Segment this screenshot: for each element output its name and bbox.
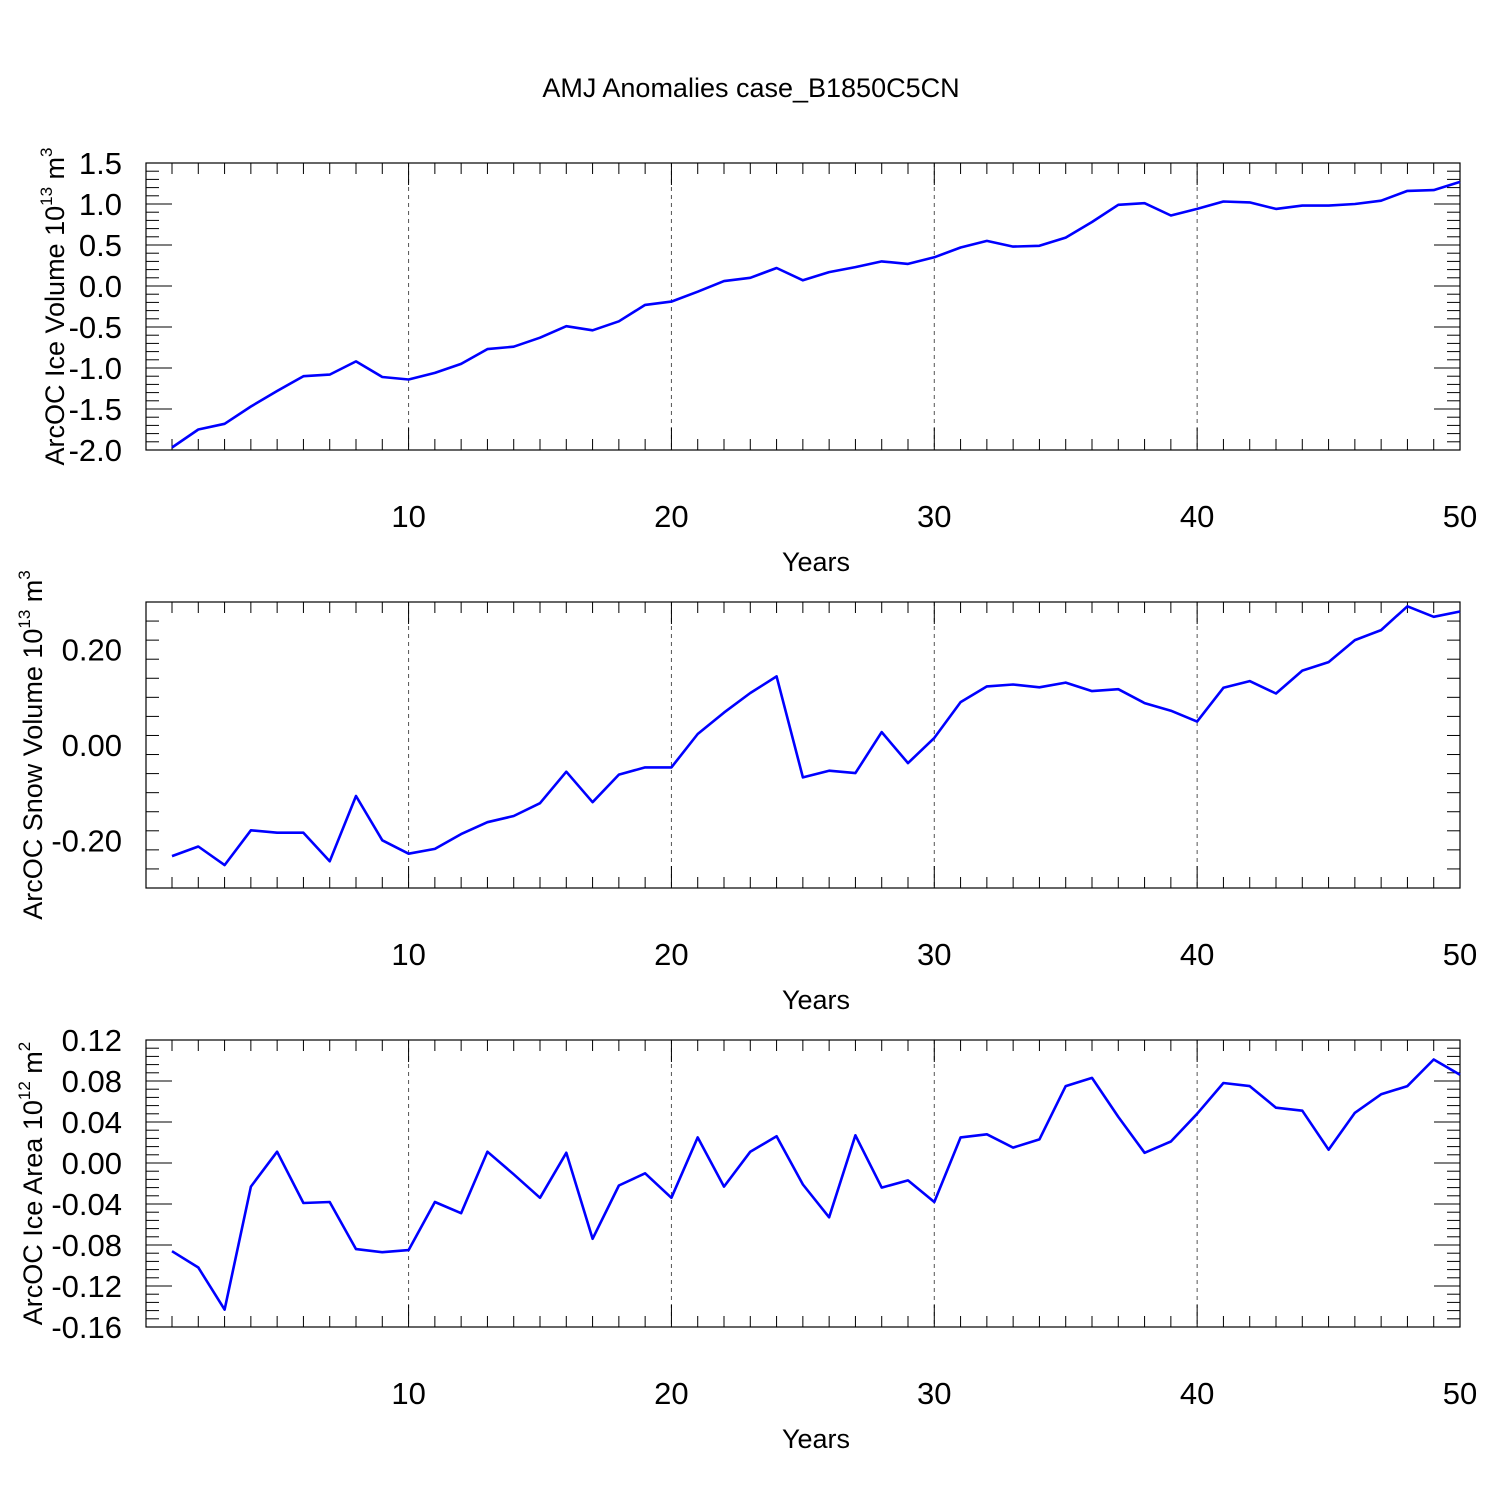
y-axis-title: ArcOC Snow Volume 1013 m3: [15, 570, 48, 920]
y-tick-label: -0.12: [51, 1269, 122, 1304]
x-tick-label: 20: [654, 1376, 688, 1411]
panels: -2.0 -1.5 -1.0 -0.5 0.0 0.5 1.0 1.5 10 20 30 40 50 Ye…: [15, 146, 1477, 1454]
x-tick-label: 50: [1443, 937, 1477, 972]
panel-2: -0.20 0.00 0.20 10 20 30 40 50 Years ArcOC Snow V…: [15, 570, 1477, 1015]
y-tick-label: -1.0: [69, 351, 122, 386]
y-tick-label: 0.12: [62, 1023, 122, 1058]
panel-1: -2.0 -1.5 -1.0 -0.5 0.0 0.5 1.0 1.5 10 20 30 40 50 Ye…: [37, 146, 1477, 577]
y-tick-label: 1.5: [79, 146, 122, 181]
x-axis-title: Years: [782, 985, 850, 1015]
y-axis-title: ArcOC Ice Volume 1013 m3: [37, 147, 70, 465]
x-tick-label: 10: [391, 1376, 425, 1411]
x-tick-label: 10: [391, 499, 425, 534]
y-tick-label: 0.00: [62, 728, 122, 763]
y-tick-label: -0.04: [51, 1187, 122, 1222]
x-tick-label: 20: [654, 499, 688, 534]
y-tick-label: -2.0: [69, 433, 122, 468]
y-tick-label: 0.5: [79, 228, 122, 263]
panel-3: -0.16 -0.12 -0.08 -0.04 0.00 0.04 0.08 0.12 10 20…: [15, 1023, 1477, 1454]
series-line: [171, 604, 1461, 867]
x-tick-label: 50: [1443, 499, 1477, 534]
x-tick-label: 50: [1443, 1376, 1477, 1411]
y-tick-label: 0.0: [79, 269, 122, 304]
x-tick-label: 40: [1180, 1376, 1214, 1411]
y-tick-label: 1.0: [79, 187, 122, 222]
y-tick-label: -0.08: [51, 1228, 122, 1263]
y-tick-label: 0.20: [62, 633, 122, 668]
y-tick-label: -1.5: [69, 392, 122, 427]
x-tick-label: 20: [654, 937, 688, 972]
x-axis-title: Years: [782, 1424, 850, 1454]
x-tick-label: 40: [1180, 937, 1214, 972]
x-tick-label: 10: [391, 937, 425, 972]
x-axis-title: Years: [782, 547, 850, 577]
y-axis-title: ArcOC Ice Area 1012 m2: [15, 1042, 48, 1326]
figure-title: AMJ Anomalies case_B1850C5CN: [542, 73, 959, 103]
y-tick-label: 0.00: [62, 1146, 122, 1181]
x-tick-label: 40: [1180, 499, 1214, 534]
y-tick-label: 0.04: [62, 1105, 122, 1140]
x-tick-label: 30: [917, 499, 951, 534]
series-line: [171, 180, 1461, 449]
series-line: [171, 1058, 1461, 1311]
y-tick-label: -0.5: [69, 310, 122, 345]
y-tick-label: -0.20: [51, 823, 122, 858]
x-tick-label: 30: [917, 937, 951, 972]
y-tick-label: 0.08: [62, 1064, 122, 1099]
x-tick-label: 30: [917, 1376, 951, 1411]
plot-frame: [145, 601, 1461, 889]
y-tick-label: -0.16: [51, 1310, 122, 1345]
